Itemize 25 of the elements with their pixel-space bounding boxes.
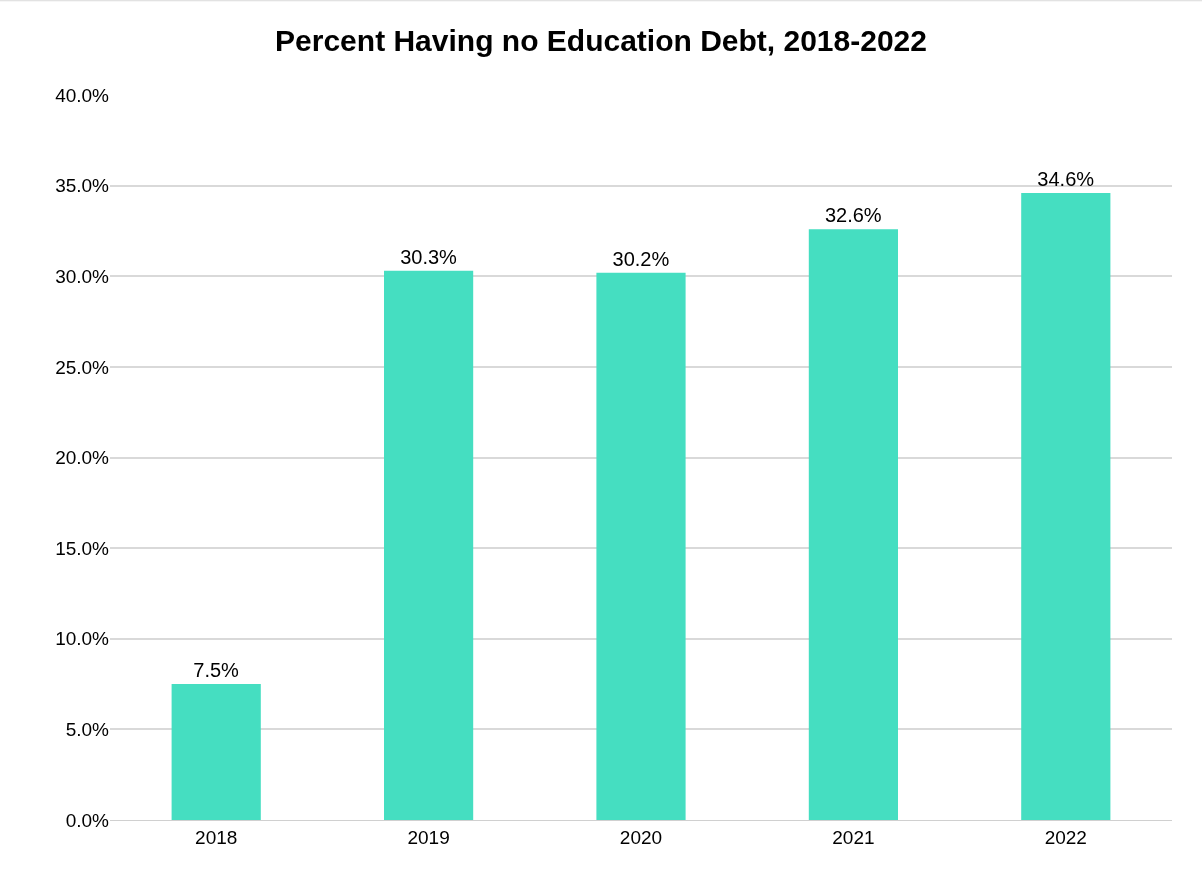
y-tick-label: 0.0%	[65, 809, 110, 831]
bar	[596, 272, 686, 820]
x-tick-label: 2019	[407, 826, 450, 848]
bar	[808, 229, 898, 820]
data-label: 7.5%	[193, 659, 240, 682]
x-tick-label: 2020	[619, 826, 663, 848]
x-tick-label: 2022	[1044, 826, 1087, 848]
y-tick-label: 5.0%	[65, 719, 110, 741]
bar	[1021, 192, 1111, 820]
y-tick-label: 30.0%	[55, 265, 110, 287]
y-tick-label: 20.0%	[55, 447, 110, 469]
y-tick-label: 15.0%	[55, 537, 110, 559]
chart-title: Percent Having no Education Debt, 2018-2022	[275, 24, 927, 58]
y-tick-label: 35.0%	[55, 175, 110, 197]
data-label: 32.6%	[824, 204, 882, 227]
y-tick-label: 25.0%	[55, 356, 110, 378]
data-label: 30.2%	[612, 247, 670, 270]
x-tick-label: 2018	[195, 826, 238, 848]
data-label: 30.3%	[400, 245, 458, 268]
y-tick-label: 10.0%	[55, 628, 110, 650]
y-tick-label: 40.0%	[55, 84, 110, 106]
bar	[171, 684, 261, 820]
x-tick-label: 2021	[832, 826, 875, 848]
bar	[384, 270, 474, 820]
data-label: 34.6%	[1037, 167, 1095, 190]
